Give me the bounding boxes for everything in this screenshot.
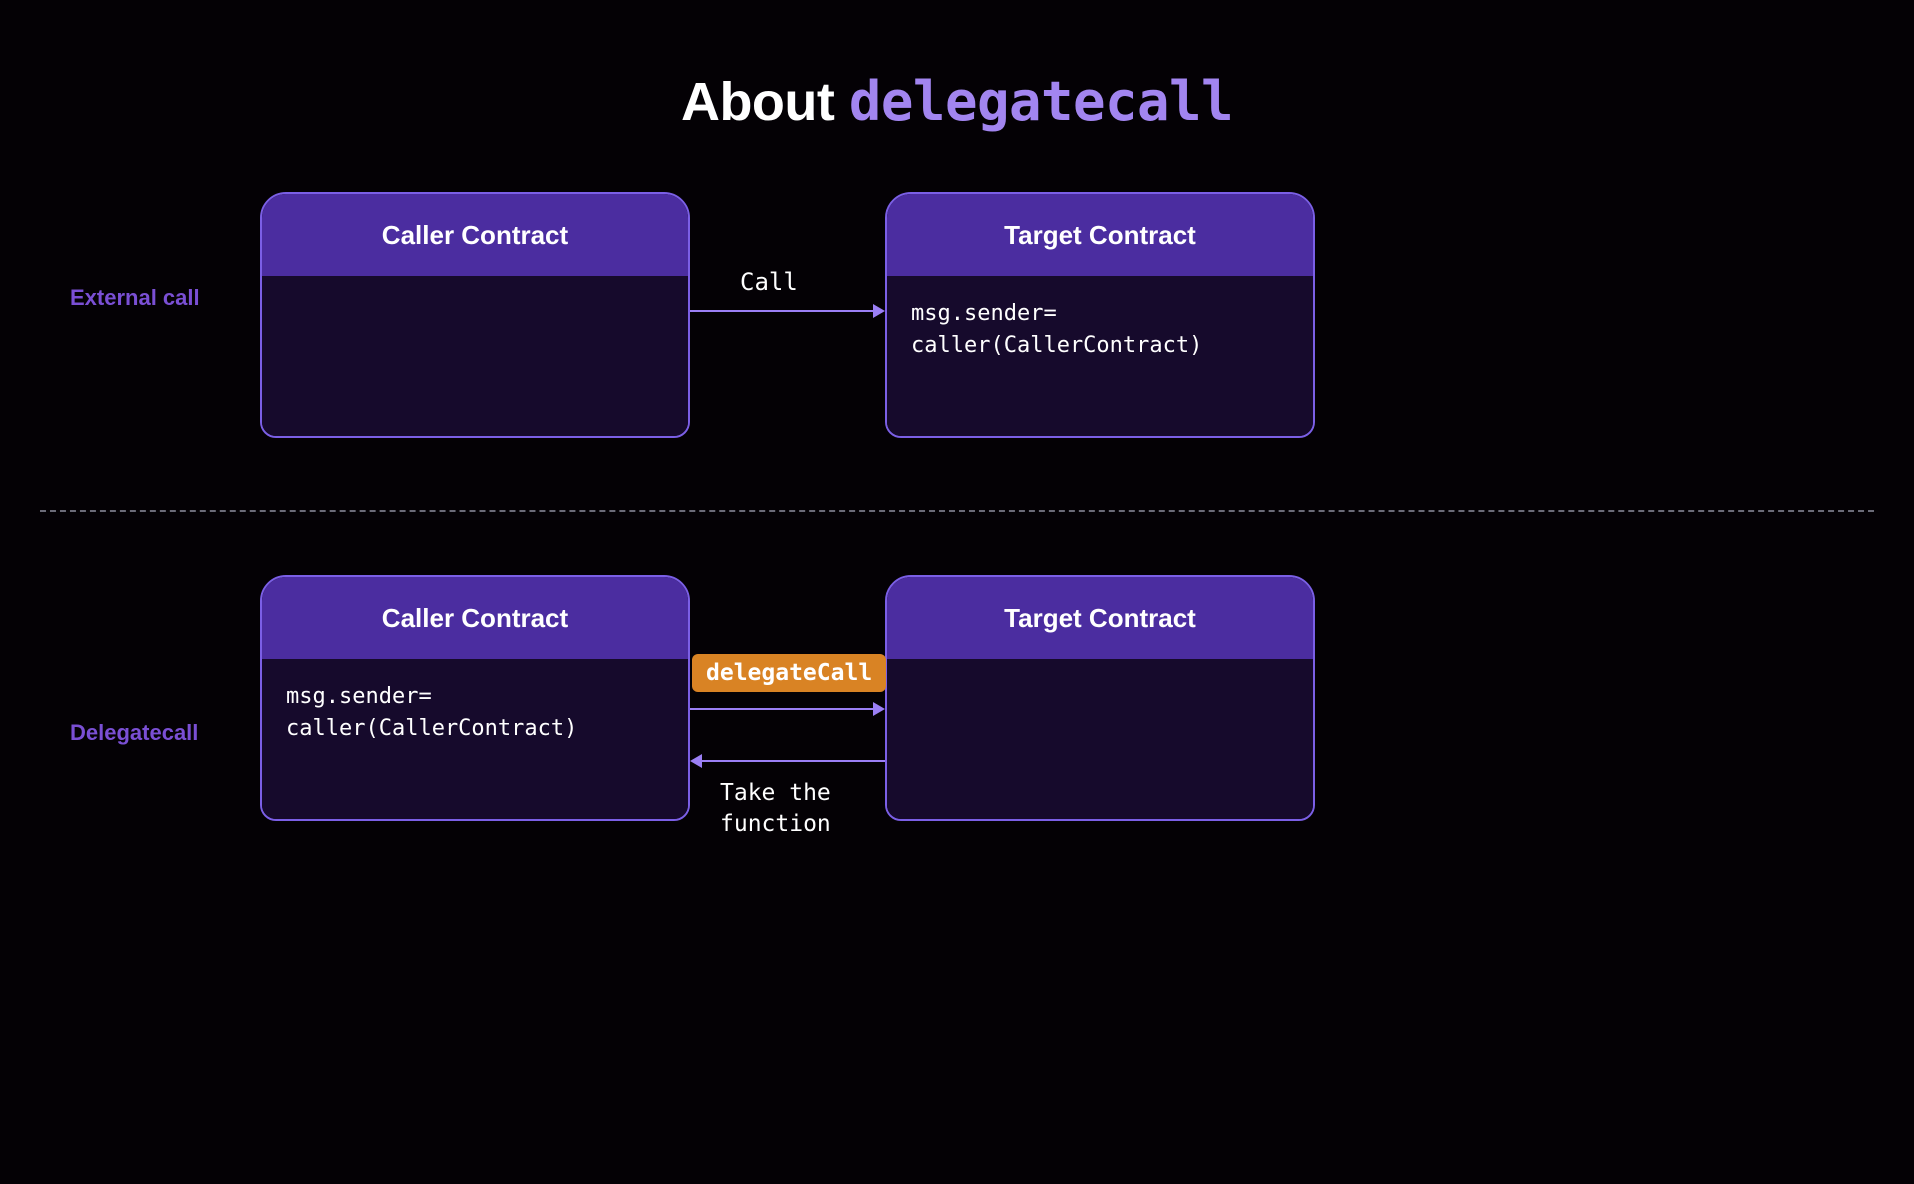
box-body: msg.sender= caller(CallerContract) [262, 659, 688, 819]
section-label-delegate: Delegatecall [70, 720, 198, 746]
arrow-label-call: Call [740, 268, 798, 296]
section-label-external: External call [70, 285, 200, 311]
arrow-head-icon [873, 304, 885, 318]
delegatecall-badge: delegateCall [692, 654, 886, 692]
external-target-box: Target Contract msg.sender= caller(Calle… [885, 192, 1315, 438]
arrow-head-icon [690, 754, 702, 768]
page-title: About delegatecall [0, 70, 1914, 133]
box-header: Caller Contract [262, 194, 688, 276]
title-prefix: About [681, 72, 849, 132]
box-body-text: msg.sender= caller(CallerContract) [911, 301, 1202, 358]
section-divider [40, 510, 1874, 512]
arrow-line [690, 310, 875, 312]
title-accent: delegatecall [849, 70, 1233, 133]
arrow-return [690, 760, 885, 762]
arrow-head-icon [873, 702, 885, 716]
box-body-text: msg.sender= caller(CallerContract) [286, 684, 577, 741]
arrow-call [690, 310, 885, 312]
box-body: msg.sender= caller(CallerContract) [887, 276, 1313, 436]
delegate-caller-box: Caller Contract msg.sender= caller(Calle… [260, 575, 690, 821]
external-caller-box: Caller Contract [260, 192, 690, 438]
box-header: Target Contract [887, 194, 1313, 276]
arrow-label-return: Take the function [720, 778, 831, 840]
diagram-stage: About delegatecall External call Caller … [0, 0, 1914, 1184]
delegate-target-box: Target Contract [885, 575, 1315, 821]
box-header: Caller Contract [262, 577, 688, 659]
box-body [262, 276, 688, 436]
box-body [887, 659, 1313, 819]
arrow-line [700, 760, 885, 762]
box-header: Target Contract [887, 577, 1313, 659]
arrow-delegatecall [690, 708, 885, 710]
arrow-line [690, 708, 875, 710]
